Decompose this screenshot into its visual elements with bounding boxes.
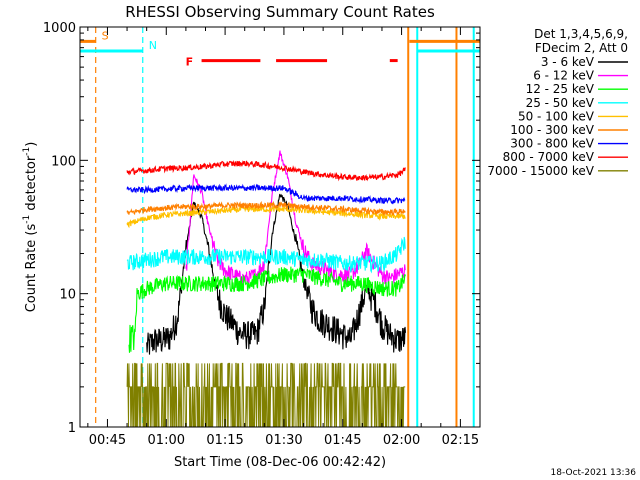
x-tick-label-3: 01:30 bbox=[265, 433, 302, 448]
x-tick-label-2: 01:15 bbox=[206, 433, 243, 448]
legend-label-1: 6 - 12 keV bbox=[533, 69, 595, 83]
series-line-7 bbox=[126, 159, 406, 182]
y-label-end: ) bbox=[24, 142, 39, 147]
x-tick-label-4: 01:45 bbox=[324, 433, 361, 448]
plot-frame bbox=[79, 26, 481, 428]
series-line-3 bbox=[126, 236, 406, 274]
legend-label-4: 50 - 100 keV bbox=[518, 109, 595, 123]
legend: Det 1,3,4,5,6,9,FDecim 2, Att 03 - 6 keV… bbox=[487, 27, 628, 178]
series-line-6 bbox=[126, 183, 406, 205]
x-tick-label-6: 02:15 bbox=[442, 433, 479, 448]
x-tick-label-5: 02:00 bbox=[383, 433, 420, 448]
series-line-0 bbox=[146, 193, 407, 355]
y-label-sup2: -1 bbox=[22, 147, 32, 156]
series-line-1 bbox=[185, 150, 406, 287]
legend-header-0: Det 1,3,4,5,6,9, bbox=[534, 27, 628, 41]
y-tick-label-1: 10 bbox=[59, 288, 76, 303]
x-tick-label-1: 01:00 bbox=[148, 433, 185, 448]
legend-label-6: 300 - 800 keV bbox=[510, 137, 594, 151]
timestamp: 18-Oct-2021 13:36 bbox=[551, 468, 637, 478]
legend-label-0: 3 - 6 keV bbox=[541, 55, 595, 69]
series-line-8 bbox=[126, 362, 406, 428]
y-label-sup1: -1 bbox=[22, 215, 32, 224]
axes: 1 10 100 1000 00:45 01:00 01:15 01:30 01:45 02:00… bbox=[43, 21, 481, 448]
y-label-main: Count Rate (s bbox=[24, 224, 39, 313]
y-axis-label: Count Rate (s-1 detector-1) bbox=[22, 142, 39, 313]
plot-area: S N F bbox=[80, 27, 480, 428]
series-line-5 bbox=[126, 200, 406, 216]
x-axis-label: Start Time (08-Dec-06 00:42:42) bbox=[174, 455, 386, 470]
flare-flag-label: F bbox=[186, 56, 194, 69]
legend-label-3: 25 - 50 keV bbox=[526, 96, 595, 110]
y-tick-label-3: 1000 bbox=[43, 21, 76, 36]
y-tick-label-2: 100 bbox=[51, 154, 76, 169]
chart-title: RHESSI Observing Summary Count Rates bbox=[125, 3, 435, 21]
legend-label-5: 100 - 300 keV bbox=[510, 123, 594, 137]
attenuator-label-N: N bbox=[149, 39, 157, 52]
legend-header-1: FDecim 2, Att 0 bbox=[535, 41, 628, 55]
legend-label-7: 800 - 7000 keV bbox=[503, 150, 595, 164]
y-tick-label-0: 1 bbox=[68, 421, 76, 436]
series-line-4 bbox=[126, 205, 406, 229]
y-label-mid: detector bbox=[24, 155, 39, 215]
x-tick-label-0: 00:45 bbox=[89, 433, 126, 448]
series-line-2 bbox=[128, 266, 406, 353]
legend-label-8: 7000 - 15000 keV bbox=[487, 164, 594, 178]
legend-label-2: 12 - 25 keV bbox=[526, 82, 595, 96]
attenuator-label-S: S bbox=[102, 29, 109, 42]
